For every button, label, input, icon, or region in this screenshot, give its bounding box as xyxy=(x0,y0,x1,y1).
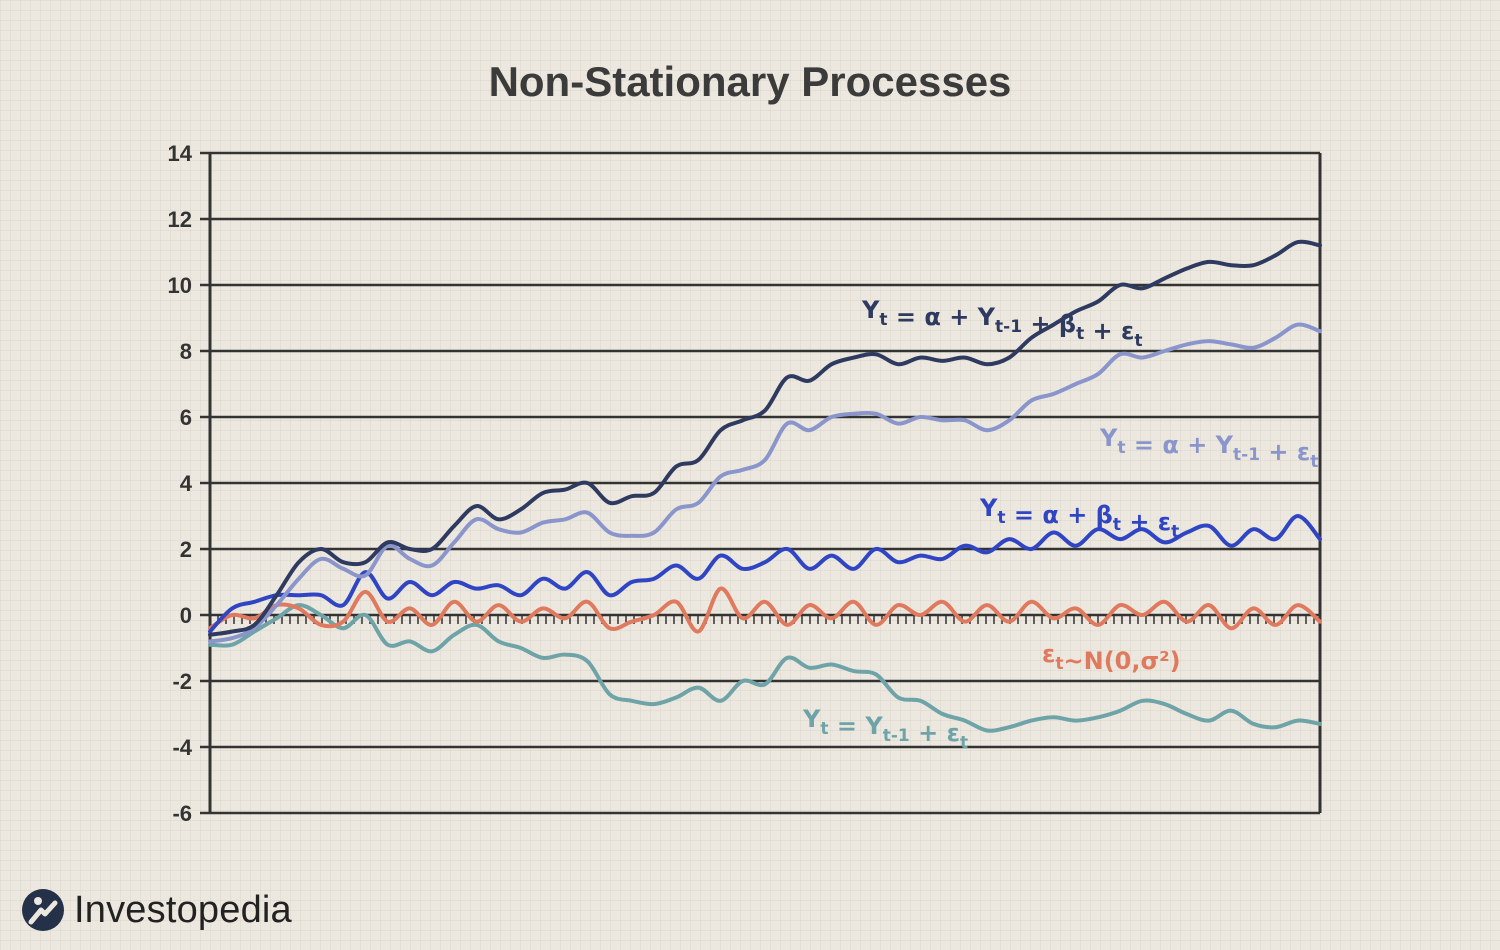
series-label-3: εt~N(0,σ²) xyxy=(1042,640,1181,675)
series-label-text: + ε xyxy=(1084,317,1134,345)
series-label-subscript: t-1 xyxy=(995,317,1022,337)
series-label-2: Yt = α + βt + εt xyxy=(979,494,1179,542)
series-label-4: Yt = Yt-1 + εt xyxy=(802,705,968,753)
series-label-subscript: t xyxy=(1076,324,1084,344)
series-label-text: ε xyxy=(1042,640,1055,668)
series-label-text: Y xyxy=(861,296,880,324)
y-tick-label: 6 xyxy=(180,405,192,430)
investopedia-logo-text: Investopedia xyxy=(74,888,292,931)
y-tick-label: 8 xyxy=(180,339,192,364)
series-label-text: Y xyxy=(802,705,821,733)
series-label-text: = α + Y xyxy=(888,303,996,331)
y-tick-label: -6 xyxy=(172,801,192,826)
series-label-text: + β xyxy=(1022,310,1076,338)
series-line-3 xyxy=(208,586,1322,634)
series-label-text: = Y xyxy=(829,712,884,740)
logo-mark-glyph xyxy=(28,897,58,925)
series-label-subscript: t xyxy=(960,733,968,753)
y-tick-label: 4 xyxy=(180,471,193,496)
series-label-subscript: t xyxy=(1134,331,1142,351)
investopedia-logo: Investopedia xyxy=(22,884,292,936)
series-line-1 xyxy=(208,322,1322,644)
series-label-subscript: t xyxy=(1310,452,1318,472)
series-label-text: Y xyxy=(979,494,998,522)
series-line-0 xyxy=(208,239,1322,637)
chart-title: Non-Stationary Processes xyxy=(488,58,1012,105)
series-lines xyxy=(208,239,1322,733)
series-label-1: Yt = α + Yt-1 + εt xyxy=(1099,424,1318,472)
series-label-subscript: t xyxy=(1113,515,1121,535)
y-tick-label: -2 xyxy=(172,669,192,694)
y-tick-labels: 14 12 10 8 6 4 2 0 -2 -4 -6 xyxy=(168,141,193,826)
series-line-2 xyxy=(208,514,1322,634)
series-label-subscript: t xyxy=(1171,522,1179,542)
series-label-subscript: t xyxy=(1055,654,1063,674)
y-tick-label: 14 xyxy=(168,141,193,166)
series-label-subscript: t-1 xyxy=(1233,445,1260,465)
series-label-text: ~N(0,σ²) xyxy=(1064,647,1181,675)
series-label-text: + ε xyxy=(910,719,960,747)
y-tick-label: 0 xyxy=(180,603,192,628)
series-label-text: + ε xyxy=(1260,438,1310,466)
series-label-0: Yt = α + Yt-1 + βt + εt xyxy=(861,296,1143,351)
series-label-text: Y xyxy=(1099,424,1118,452)
y-tick-label: -4 xyxy=(172,735,192,760)
series-label-text: = α + Y xyxy=(1126,431,1234,459)
series-label-text: + ε xyxy=(1121,508,1171,536)
series-label-subscript: t xyxy=(1117,438,1125,458)
investopedia-logo-icon xyxy=(22,889,64,931)
series-label-subscript: t xyxy=(879,310,887,330)
grid-lines xyxy=(200,151,1320,815)
y-tick-label: 12 xyxy=(168,207,192,232)
series-label-subscript: t xyxy=(820,719,828,739)
series-line-4 xyxy=(208,603,1322,733)
series-label-text: = α + β xyxy=(1006,501,1113,529)
y-tick-label: 2 xyxy=(180,537,192,562)
y-tick-label: 10 xyxy=(168,273,192,298)
series-label-subscript: t xyxy=(997,508,1005,528)
series-label-subscript: t-1 xyxy=(883,726,910,746)
